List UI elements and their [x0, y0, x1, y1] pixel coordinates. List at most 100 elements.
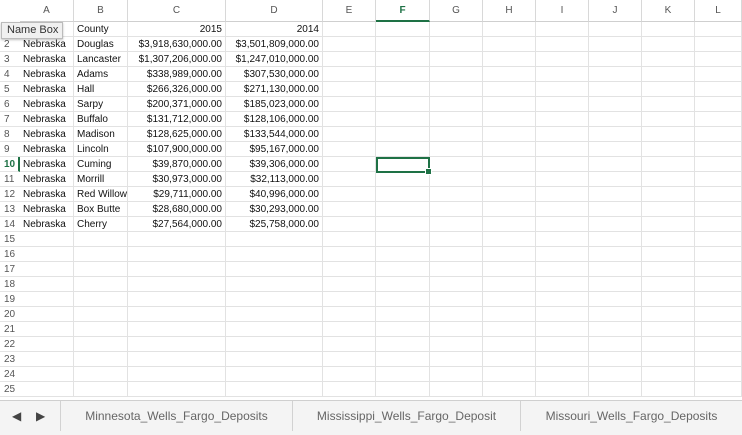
- grid-cell[interactable]: [536, 367, 589, 382]
- grid-cell[interactable]: [642, 322, 695, 337]
- grid-cell[interactable]: [536, 382, 589, 397]
- grid-cell[interactable]: [589, 112, 642, 127]
- grid-cell[interactable]: [323, 97, 376, 112]
- table-cell-state[interactable]: Nebraska: [20, 217, 74, 232]
- grid-cell[interactable]: [642, 232, 695, 247]
- grid-cell[interactable]: [74, 262, 128, 277]
- grid-cell[interactable]: [226, 367, 323, 382]
- grid-cell[interactable]: [536, 37, 589, 52]
- grid-cell[interactable]: [536, 352, 589, 367]
- grid-cell[interactable]: [695, 232, 742, 247]
- grid-cell[interactable]: [430, 202, 483, 217]
- grid-cell[interactable]: [128, 262, 226, 277]
- grid-cell[interactable]: [642, 217, 695, 232]
- grid-cell[interactable]: [589, 352, 642, 367]
- grid-cell[interactable]: [323, 172, 376, 187]
- table-cell-county[interactable]: Madison: [74, 127, 128, 142]
- grid-cell[interactable]: [695, 202, 742, 217]
- table-cell-county[interactable]: Red Willow: [74, 187, 128, 202]
- row-header[interactable]: 13: [0, 202, 20, 217]
- grid-cell[interactable]: [376, 202, 430, 217]
- grid-cell[interactable]: [376, 37, 430, 52]
- sheet-tab-mississippi[interactable]: Mississippi_Wells_Fargo_Deposit: [292, 401, 520, 431]
- next-sheet-icon[interactable]: ▶: [36, 409, 46, 423]
- grid-cell[interactable]: [589, 202, 642, 217]
- grid-cell[interactable]: [430, 82, 483, 97]
- table-cell-state[interactable]: Nebraska: [20, 157, 74, 172]
- grid-cell[interactable]: [128, 382, 226, 397]
- table-cell-state[interactable]: Nebraska: [20, 67, 74, 82]
- grid-cell[interactable]: [376, 322, 430, 337]
- grid-cell[interactable]: [589, 142, 642, 157]
- row-header[interactable]: 17: [0, 262, 20, 277]
- grid-cell[interactable]: [642, 112, 695, 127]
- grid-cell[interactable]: [323, 22, 376, 37]
- grid-cell[interactable]: [642, 142, 695, 157]
- spreadsheet-grid[interactable]: A B C D E F G H I J K L County 2015 2014 2 Nebraska Dougl…: [0, 0, 742, 400]
- grid-cell[interactable]: [695, 322, 742, 337]
- grid-cell[interactable]: [483, 307, 536, 322]
- row-header[interactable]: 10: [0, 157, 20, 172]
- grid-cell[interactable]: [483, 367, 536, 382]
- header-cell-2014[interactable]: 2014: [226, 22, 323, 37]
- row-header[interactable]: 14: [0, 217, 20, 232]
- grid-cell[interactable]: [430, 217, 483, 232]
- table-cell-y2015[interactable]: $30,973,000.00: [128, 172, 226, 187]
- grid-cell[interactable]: [536, 277, 589, 292]
- grid-cell[interactable]: [430, 382, 483, 397]
- row-header[interactable]: 25: [0, 382, 20, 397]
- grid-cell[interactable]: [536, 52, 589, 67]
- grid-cell[interactable]: [226, 352, 323, 367]
- grid-cell[interactable]: [376, 127, 430, 142]
- grid-cell[interactable]: [642, 37, 695, 52]
- grid-cell[interactable]: [323, 217, 376, 232]
- grid-cell[interactable]: [74, 367, 128, 382]
- table-cell-county[interactable]: Cuming: [74, 157, 128, 172]
- table-cell-county[interactable]: Adams: [74, 67, 128, 82]
- grid-cell[interactable]: [483, 232, 536, 247]
- grid-cell[interactable]: [483, 127, 536, 142]
- grid-cell[interactable]: [536, 307, 589, 322]
- grid-cell[interactable]: [128, 337, 226, 352]
- column-header-f[interactable]: F: [376, 0, 430, 22]
- grid-cell[interactable]: [589, 217, 642, 232]
- grid-cell[interactable]: [483, 172, 536, 187]
- grid-cell[interactable]: [376, 367, 430, 382]
- grid-cell[interactable]: [589, 172, 642, 187]
- grid-cell[interactable]: [642, 337, 695, 352]
- table-cell-state[interactable]: Nebraska: [20, 187, 74, 202]
- grid-cell[interactable]: [430, 337, 483, 352]
- table-cell-y2015[interactable]: $28,680,000.00: [128, 202, 226, 217]
- row-header[interactable]: 3: [0, 52, 20, 67]
- grid-cell[interactable]: [376, 67, 430, 82]
- grid-cell[interactable]: [536, 67, 589, 82]
- grid-cell[interactable]: [483, 142, 536, 157]
- grid-cell[interactable]: [323, 82, 376, 97]
- grid-cell[interactable]: [589, 187, 642, 202]
- grid-cell[interactable]: [323, 337, 376, 352]
- grid-cell[interactable]: [695, 22, 742, 37]
- grid-cell[interactable]: [695, 382, 742, 397]
- grid-cell[interactable]: [695, 307, 742, 322]
- column-header-i[interactable]: I: [536, 0, 589, 22]
- grid-cell[interactable]: [483, 277, 536, 292]
- grid-cell[interactable]: [695, 337, 742, 352]
- grid-cell[interactable]: [430, 97, 483, 112]
- grid-cell[interactable]: [323, 112, 376, 127]
- row-header[interactable]: 5: [0, 82, 20, 97]
- column-header-k[interactable]: K: [642, 0, 695, 22]
- grid-cell[interactable]: [323, 262, 376, 277]
- grid-cell[interactable]: [589, 232, 642, 247]
- grid-cell[interactable]: [430, 112, 483, 127]
- grid-cell[interactable]: [430, 187, 483, 202]
- grid-cell[interactable]: [376, 112, 430, 127]
- grid-cell[interactable]: [536, 82, 589, 97]
- grid-cell[interactable]: [128, 277, 226, 292]
- grid-cell[interactable]: [589, 277, 642, 292]
- grid-cell[interactable]: [376, 247, 430, 262]
- table-cell-y2015[interactable]: $266,326,000.00: [128, 82, 226, 97]
- grid-cell[interactable]: [20, 307, 74, 322]
- table-cell-y2015[interactable]: $3,918,630,000.00: [128, 37, 226, 52]
- grid-cell[interactable]: [695, 262, 742, 277]
- grid-cell[interactable]: [483, 82, 536, 97]
